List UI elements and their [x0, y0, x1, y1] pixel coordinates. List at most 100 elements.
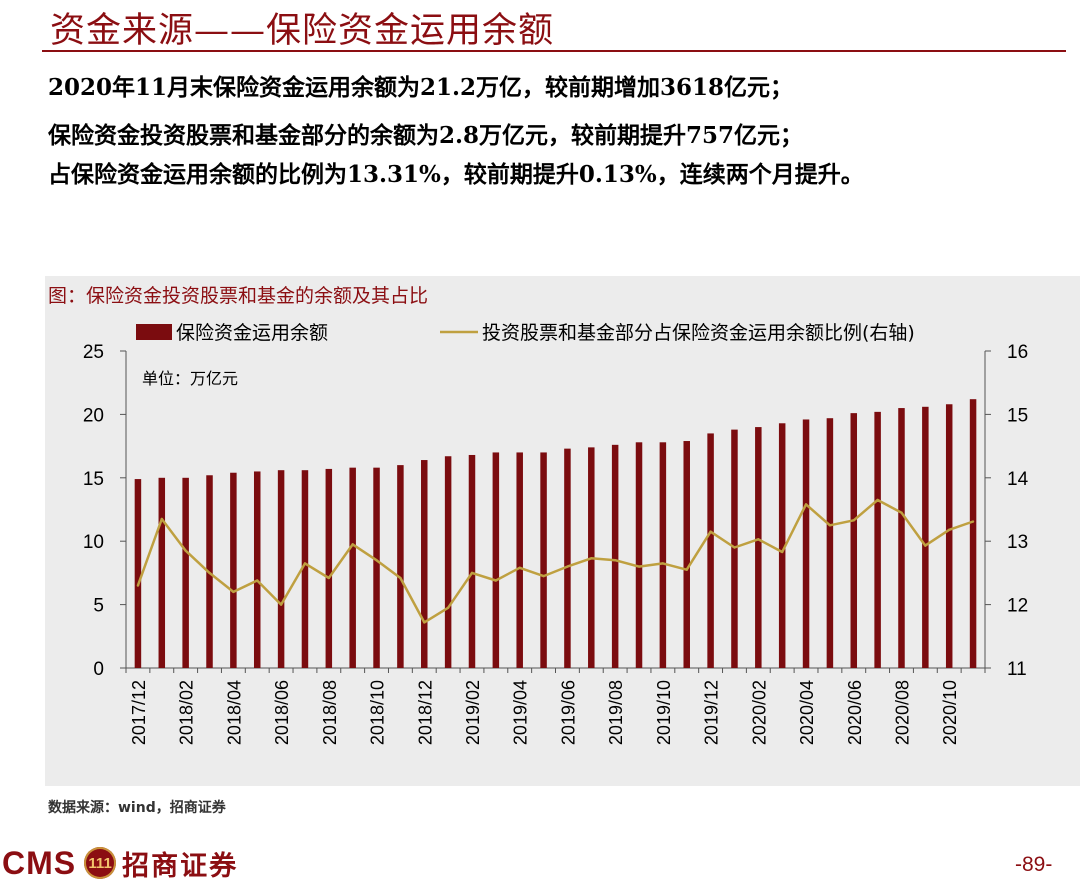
- left-axis-tick-label: 25: [83, 342, 104, 363]
- bar-2020/11: [969, 399, 977, 668]
- ratio-point-2018/03: [208, 571, 211, 575]
- bar-2019/12: [707, 433, 714, 668]
- ratio-point-2018/08: [327, 576, 331, 580]
- ratio-point-2020/10: [948, 528, 951, 531]
- summary-line-1: 2020年11月末保险资金运用余额为21.2万亿，较前期增加3618亿元；: [48, 74, 794, 101]
- x-axis-tick-label: 2018/10: [368, 680, 388, 745]
- chart-title: 图：保险资金投资股票和基金的余额及其占比: [48, 285, 429, 307]
- bar-2020/05: [826, 418, 834, 668]
- bar-2020/01: [731, 429, 738, 668]
- bar-2019/03: [492, 452, 500, 668]
- bar-2019/10: [659, 442, 667, 668]
- summary-line-3: 占保险资金运用余额的比例为13.31%，较前期提升0.13%，连续两个月提升。: [48, 161, 864, 188]
- ratio-point-2018/11: [399, 576, 402, 580]
- x-axis-tick-label: 2017/12: [129, 680, 149, 745]
- right-axis-tick-label: 16: [1007, 342, 1028, 363]
- bar-2018/01: [158, 477, 166, 668]
- ratio-line: [136, 498, 974, 624]
- left-axis-tick-label: 10: [83, 532, 104, 553]
- right-axis-tick-label: 11: [1007, 659, 1027, 680]
- left-axis-tick-label: 0: [93, 659, 104, 680]
- ratio-point-2019/01: [446, 606, 450, 609]
- logo-badge-icon: 111: [84, 847, 117, 879]
- ratio-point-2019/08: [613, 559, 617, 562]
- chart-panel: [45, 276, 1080, 786]
- bar-2019/06: [564, 448, 571, 668]
- page-title: 资金来源——保险资金运用余额: [50, 11, 555, 51]
- bar-2018/11: [397, 465, 404, 668]
- ratio-point-2020/01: [733, 546, 736, 549]
- ratio-point-2019/12: [709, 530, 712, 533]
- x-axis-tick-label: 2019/06: [558, 680, 578, 745]
- left-axis-tick-label: 5: [93, 596, 104, 617]
- ratio-point-2019/07: [590, 557, 593, 560]
- ratio-point-2019/06: [566, 565, 569, 568]
- ratio-point-2020/07: [876, 498, 879, 502]
- bar-2019/01: [444, 456, 452, 668]
- ratio-point-2019/04: [518, 566, 521, 570]
- ratio-point-2020/02: [757, 538, 760, 541]
- bar-2018/04: [230, 472, 237, 668]
- bar-2020/06: [850, 413, 858, 668]
- bar-2017/12: [134, 479, 142, 668]
- ratio-point-2020/11: [971, 520, 975, 523]
- bar-2020/10: [945, 404, 953, 668]
- logo-wordmark: CMS: [2, 844, 77, 881]
- right-axis-tick-label: 15: [1007, 405, 1028, 426]
- x-axis-tick-label: 2019/12: [702, 680, 722, 745]
- ratio-point-2018/05: [256, 579, 259, 582]
- x-axis-tick-label: 2020/02: [749, 680, 769, 745]
- x-axis-tick-label: 2020/06: [845, 680, 865, 745]
- x-axis-tick-label: 2018/12: [415, 680, 435, 745]
- ratio-point-2020/04: [804, 503, 808, 506]
- left-axis-tick-label: 15: [83, 469, 104, 490]
- x-axis-tick-label: 2019/08: [606, 680, 626, 745]
- bar-2020/04: [802, 419, 810, 668]
- ratio-point-2017/12: [136, 584, 140, 587]
- ratio-point-2019/09: [637, 565, 641, 568]
- ratio-point-2019/02: [470, 571, 474, 575]
- ratio-point-2018/10: [375, 559, 378, 562]
- x-axis-tick-label: 2019/02: [463, 680, 483, 745]
- legend-bar-swatch: [136, 324, 172, 340]
- ratio-point-2020/03: [780, 550, 784, 554]
- company-logo: CMS 111 招商证券: [2, 843, 238, 883]
- right-axis-tick-label: 13: [1007, 532, 1028, 553]
- x-axis-tick-label: 2018/08: [320, 680, 340, 745]
- title-divider: [42, 50, 1066, 52]
- unit-label: 单位：万亿元: [142, 369, 238, 388]
- bar-2018/10: [373, 467, 380, 668]
- left-axis-tick-label: 20: [83, 405, 104, 426]
- data-source: 数据来源：wind，招商证券: [48, 800, 226, 816]
- ratio-point-2019/10: [661, 562, 665, 565]
- bar-2018/09: [349, 467, 356, 668]
- bar-2020/08: [898, 408, 905, 668]
- ratio-point-2018/12: [423, 621, 426, 624]
- ratio-point-2018/04: [232, 590, 235, 594]
- ratio-point-2018/07: [303, 562, 307, 565]
- logo-chinese-name: 招商证券: [122, 850, 239, 882]
- ratio-point-2018/09: [351, 543, 354, 546]
- ratio-point-2020/08: [900, 511, 903, 514]
- x-axis-tick-label: 2019/04: [511, 680, 531, 745]
- bar-2019/11: [683, 441, 690, 668]
- bar-2019/04: [516, 452, 523, 668]
- ratio-point-2020/05: [828, 524, 832, 527]
- page-number: -89-: [1015, 853, 1053, 876]
- bar-2019/08: [611, 444, 619, 668]
- ratio-point-2020/09: [924, 544, 927, 547]
- bar-2018/05: [253, 471, 261, 668]
- chart-canvas: 0 5 10 15 20 25 11 12 13 14 15 16 2017/12 2018/02 2018…: [83, 322, 1029, 745]
- bar-2018/02: [182, 477, 189, 668]
- bar-2019/05: [540, 452, 547, 668]
- ratio-point-2018/02: [184, 549, 187, 552]
- bar-2020/07: [874, 411, 881, 668]
- right-axis-tick-label: 14: [1007, 469, 1029, 490]
- ratio-point-2019/05: [542, 574, 545, 578]
- ratio-point-2019/11: [685, 568, 688, 571]
- bar-2018/08: [325, 468, 333, 668]
- bar-2019/09: [635, 442, 643, 668]
- ratio-point-2018/01: [160, 517, 163, 521]
- ratio-point-2018/06: [279, 603, 283, 606]
- legend-bar-label: 保险资金运用余额: [176, 322, 328, 344]
